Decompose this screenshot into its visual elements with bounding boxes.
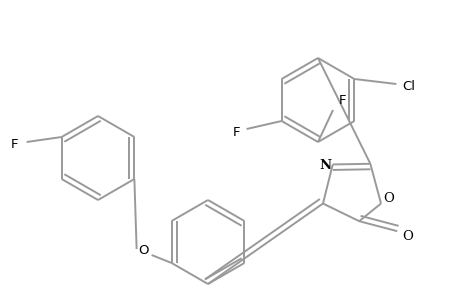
Text: Cl: Cl — [401, 80, 414, 94]
Text: O: O — [401, 230, 412, 243]
Text: F: F — [11, 137, 18, 151]
Text: O: O — [138, 244, 149, 257]
Text: O: O — [383, 192, 393, 205]
Text: N: N — [319, 159, 331, 172]
Text: F: F — [339, 94, 346, 106]
Text: F: F — [232, 125, 240, 139]
